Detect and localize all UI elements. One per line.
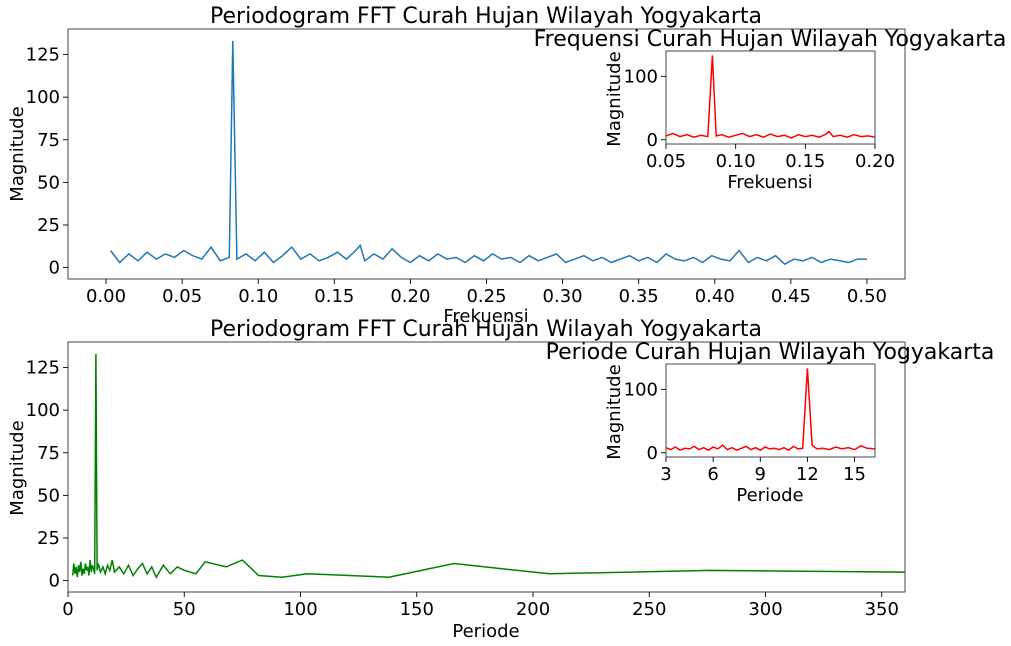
x-tick-label: 0	[62, 599, 73, 620]
y-tick-label: 0	[49, 571, 60, 592]
x-ticks: 0.00 0.05 0.10 0.15 0.20 0.25 0.30 0.35 0.40 0.45…	[86, 279, 887, 307]
x-tick-label: 350	[865, 599, 899, 620]
y-tick-label: 100	[624, 66, 658, 87]
x-tick-label: 100	[283, 599, 317, 620]
x-tick-label: 0.00	[86, 286, 126, 307]
y-ticks: 0 25 50 75 100 125	[26, 45, 68, 279]
x-tick-label: 0.05	[162, 286, 202, 307]
frequency-periodogram-panel: Periodogram FFT Curah Hujan Wilayah Yogy…	[7, 4, 906, 327]
x-tick-label: 0.20	[855, 151, 895, 172]
x-tick-label: 150	[400, 599, 434, 620]
y-tick-label: 0	[49, 258, 60, 279]
inset-x-ticks: 0.05 0.10 0.15 0.20	[646, 144, 895, 172]
y-tick-label: 75	[37, 130, 60, 151]
inset-y-ticks: 0 100	[624, 379, 666, 464]
x-tick-label: 0.45	[771, 286, 811, 307]
x-tick-label: 9	[755, 464, 766, 485]
x-tick-label: 0.10	[716, 151, 756, 172]
x-tick-label: 0.30	[543, 286, 583, 307]
y-tick-label: 50	[37, 485, 60, 506]
x-tick-label: 50	[173, 599, 196, 620]
inset-title: Frequensi Curah Hujan Wilayah Yogyakarta	[534, 27, 1007, 52]
plot-frame	[67, 341, 906, 593]
inset-y-ticks: 0 100	[624, 66, 666, 151]
frequency-inset-panel: Frequensi Curah Hujan Wilayah Yogyakarta…	[534, 27, 1007, 193]
inset-title: Periode Curah Hujan Wilayah Yogyakarta	[546, 340, 995, 365]
x-tick-label: 3	[660, 464, 671, 485]
x-tick-label: 12	[796, 464, 819, 485]
y-tick-label: 100	[624, 379, 658, 400]
x-tick-label: 300	[748, 599, 782, 620]
x-axis-label: Periode	[452, 621, 519, 642]
inset-frame	[665, 363, 876, 458]
x-tick-label: 250	[632, 599, 666, 620]
inset-frame	[665, 50, 876, 145]
y-axis-label: Magnitude	[7, 106, 28, 201]
period-periodogram-panel: Periodogram FFT Curah Hujan Wilayah Yogy…	[7, 317, 906, 642]
x-tick-label: 0.50	[847, 286, 887, 307]
x-tick-label: 6	[707, 464, 718, 485]
inset-series-line	[665, 55, 876, 139]
x-tick-label: 200	[516, 599, 550, 620]
y-tick-label: 0	[647, 443, 658, 464]
y-tick-label: 0	[647, 130, 658, 151]
x-tick-label: 0.10	[238, 286, 278, 307]
x-tick-label: 15	[843, 464, 866, 485]
y-tick-label: 125	[26, 358, 60, 379]
y-tick-label: 25	[37, 215, 60, 236]
inset-x-ticks: 3 6 9 12 15	[660, 457, 866, 485]
inset-series-line	[665, 368, 876, 452]
y-tick-label: 75	[37, 443, 60, 464]
inset-x-axis-label: Periode	[736, 485, 803, 506]
chart-title: Periodogram FFT Curah Hujan Wilayah Yogy…	[210, 317, 762, 342]
y-axis-label: Magnitude	[7, 420, 28, 515]
y-tick-label: 100	[26, 400, 60, 421]
x-tick-label: 0.15	[314, 286, 354, 307]
x-tick-label: 0.20	[390, 286, 430, 307]
inset-y-axis-label: Magnitude	[604, 364, 625, 459]
inset-y-axis-label: Magnitude	[604, 51, 625, 146]
x-tick-label: 0.40	[695, 286, 735, 307]
x-tick-label: 0.15	[785, 151, 825, 172]
y-tick-label: 50	[37, 172, 60, 193]
x-tick-label: 0.35	[619, 286, 659, 307]
x-axis-label: Frekuensi	[443, 306, 528, 327]
y-tick-label: 25	[37, 528, 60, 549]
x-tick-label: 0.05	[646, 151, 686, 172]
x-ticks: 0 50 100 150 200 250 300 350	[62, 592, 899, 620]
series-line	[71, 353, 906, 579]
period-inset-panel: Periode Curah Hujan Wilayah Yogyakarta P…	[546, 340, 995, 506]
y-tick-label: 100	[26, 87, 60, 108]
series-line	[110, 40, 867, 266]
chart-title: Periodogram FFT Curah Hujan Wilayah Yogy…	[210, 4, 762, 29]
y-ticks: 0 25 50 75 100 125	[26, 358, 68, 592]
inset-x-axis-label: Frekuensi	[727, 172, 812, 193]
x-tick-label: 0.25	[466, 286, 506, 307]
y-tick-label: 125	[26, 45, 60, 66]
